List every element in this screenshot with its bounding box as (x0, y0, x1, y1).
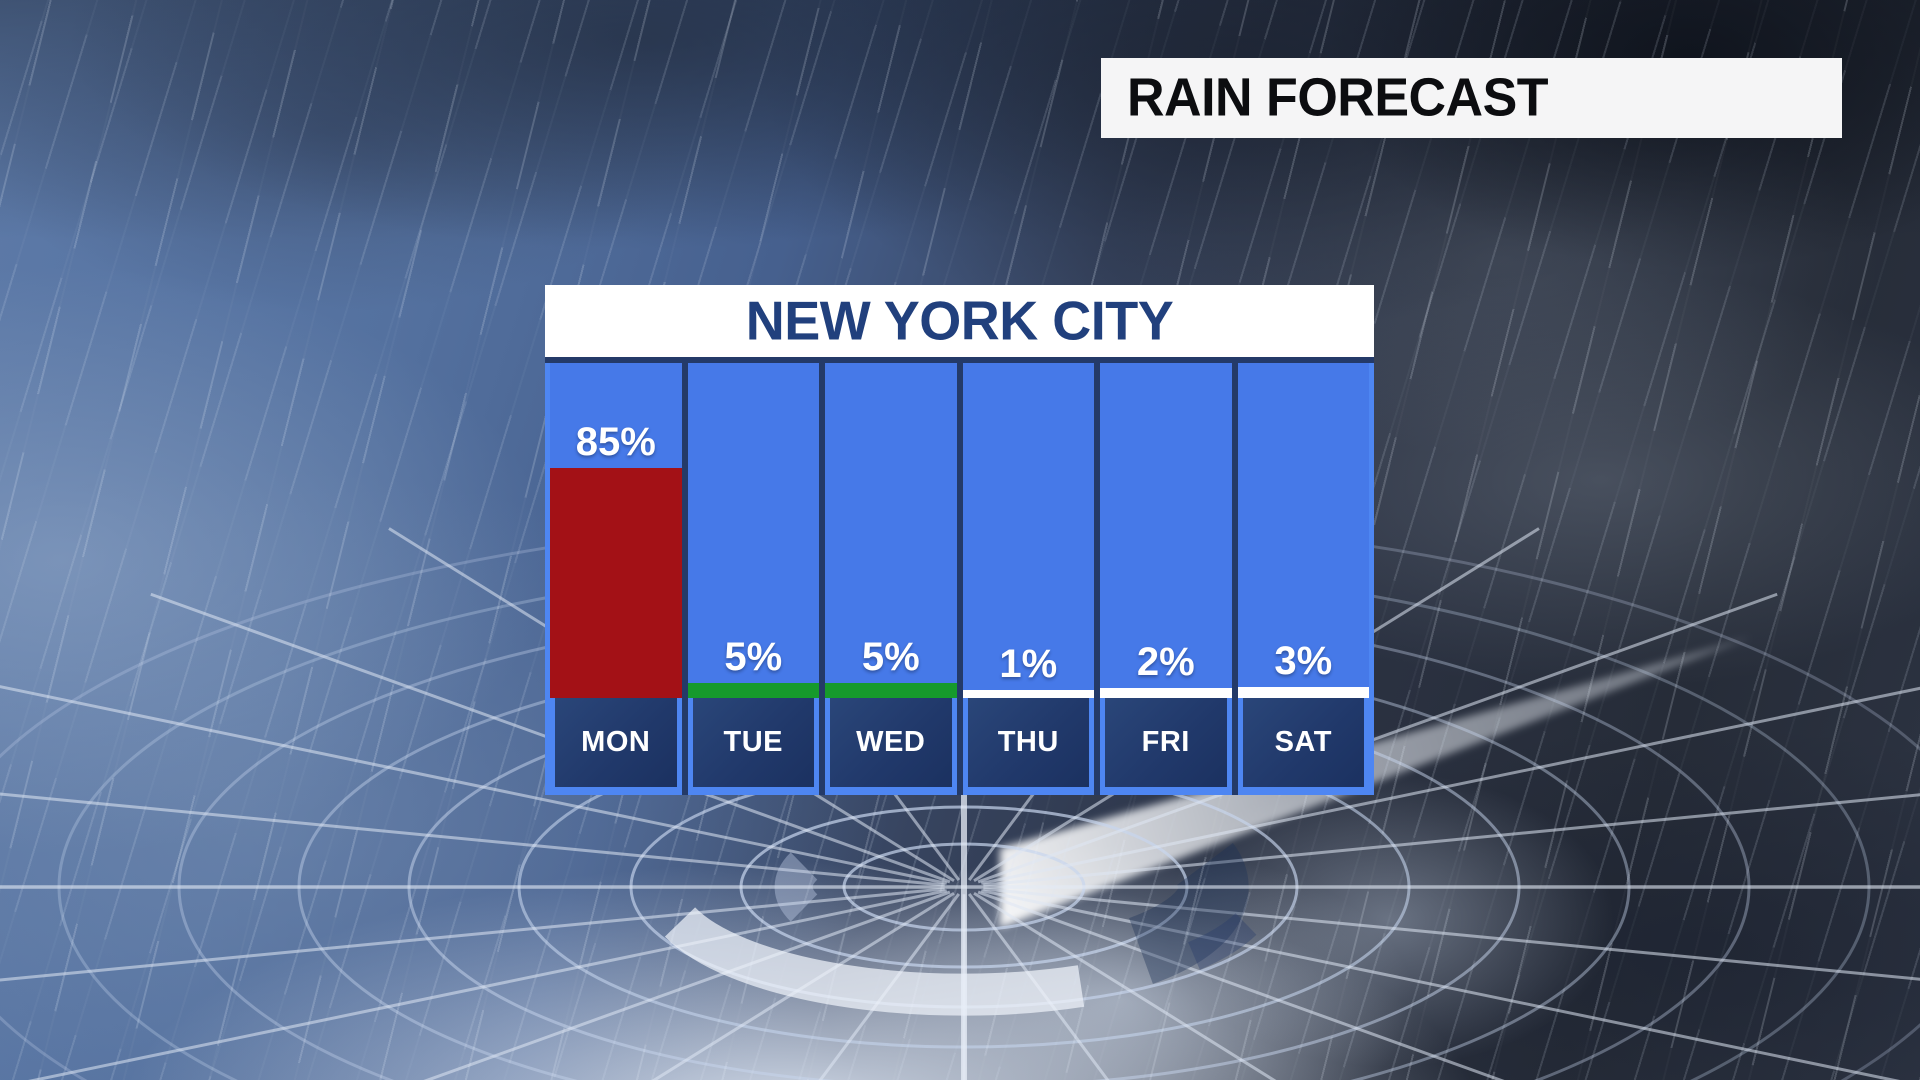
city-title: NEW YORK CITY (745, 290, 1174, 352)
light-beam (1000, 637, 1751, 928)
rain-bar (962, 690, 1094, 698)
headline-banner: RAIN FORECAST (1101, 58, 1842, 138)
forecast-column-wed: 5% WED (819, 363, 957, 795)
bar-zone: 5% (687, 363, 819, 698)
forecast-column-sat: 3% SAT (1231, 363, 1369, 795)
forecast-column-thu: 1% THU (956, 363, 1094, 795)
bar-zone: 85% (550, 363, 682, 698)
panel-title-bar: NEW YORK CITY (545, 285, 1374, 357)
rain-percent-label: 5% (724, 635, 783, 679)
day-label: WED (830, 698, 952, 787)
bar-zone: 3% (1237, 363, 1369, 698)
rain-bar (687, 683, 819, 698)
rain-percent-label: 5% (861, 635, 920, 679)
bar-zone: 1% (962, 363, 1094, 698)
rain-bar (1100, 688, 1232, 698)
rain-percent-label: 1% (999, 642, 1058, 686)
rain-bar (1237, 687, 1369, 698)
rain-percent-label: 3% (1274, 639, 1333, 683)
headline-text: RAIN FORECAST (1127, 67, 1549, 129)
bar-zone: 2% (1100, 363, 1232, 698)
day-label: FRI (1105, 698, 1227, 787)
day-label: SAT (1242, 698, 1364, 787)
day-label: THU (967, 698, 1089, 787)
rain-percent-label: 2% (1136, 640, 1195, 684)
rain-bar (825, 683, 957, 698)
rain-bar (550, 468, 682, 698)
day-label: TUE (692, 698, 814, 787)
rain-percent-label: 85% (575, 420, 656, 464)
forecast-column-mon: 85% MON (550, 363, 682, 795)
day-label: MON (555, 698, 677, 787)
forecast-column-fri: 2% FRI (1094, 363, 1232, 795)
title-divider (545, 357, 1374, 363)
bar-zone: 5% (825, 363, 957, 698)
forecast-column-tue: 5% TUE (681, 363, 819, 795)
forecast-panel: NEW YORK CITY 85% MON 5% TUE 5% WED 1% THU 2% FRI… (545, 285, 1374, 795)
rain-chart: 85% MON 5% TUE 5% WED 1% THU 2% FRI 3% SAT (545, 363, 1374, 795)
